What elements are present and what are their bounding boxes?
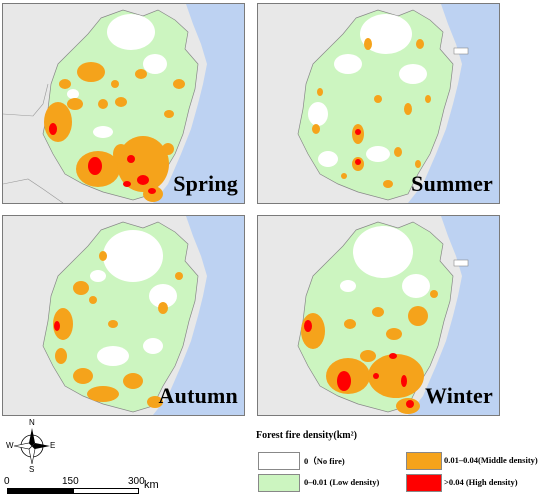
border-lines [3, 83, 64, 203]
sea [408, 216, 499, 415]
high-density-areas [304, 320, 414, 408]
no-fire-areas [67, 14, 167, 138]
legend-label-no-fire: 0（No fire) [304, 456, 345, 466]
map-panel-summer: Summer [257, 3, 500, 204]
map-panel-winter: Winter [257, 215, 500, 416]
map-autumn [3, 216, 244, 415]
legend-label-high: >0.04 (High density) [444, 477, 518, 487]
compass-north-label: N [29, 418, 35, 427]
map-winter [258, 216, 499, 415]
legend-label-middle: 0.01–0.04(Middle density) [444, 455, 538, 465]
compass-icon [13, 428, 50, 465]
high-density-areas [49, 123, 156, 194]
legend-swatch-middle [406, 452, 442, 470]
legend: Forest fire density(km²) 0（No fire) 0–0.… [256, 430, 550, 500]
province-outline [297, 9, 454, 201]
legend-swatch-high [406, 474, 442, 492]
map-panel-autumn: Autumn [2, 215, 245, 416]
scale-tick-0: 0 [4, 476, 10, 487]
season-label-spring: Spring [173, 171, 238, 196]
no-fire-areas [90, 230, 177, 366]
sea [408, 4, 499, 203]
sea [153, 216, 244, 415]
scale-segment-1 [7, 488, 73, 494]
scale-tick-150: 150 [62, 476, 79, 487]
compass-east-label: E [50, 441, 56, 450]
compass-west-label: W [6, 441, 14, 450]
north-arrow: N S E W [6, 418, 56, 474]
legend-item-middle: 0.01–0.04(Middle density) [406, 452, 550, 470]
legend-swatch-low [258, 474, 300, 492]
legend-label-low: 0–0.01 (Low density) [304, 477, 380, 487]
high-density-areas [54, 321, 60, 331]
scale-unit: km [144, 479, 159, 491]
island [453, 47, 469, 55]
season-label-autumn: Autumn [158, 383, 238, 408]
high-density-areas [355, 129, 361, 165]
legend-title: Forest fire density(km²) [256, 430, 357, 441]
sea [153, 4, 244, 203]
scale-bar: 0 150 300 km [4, 476, 174, 500]
no-fire-areas [308, 14, 427, 167]
no-fire-areas [340, 226, 430, 298]
map-summer [258, 4, 499, 203]
legend-item-low: 0–0.01 (Low density) [258, 474, 408, 492]
map-spring [3, 4, 244, 203]
season-label-winter: Winter [424, 383, 493, 408]
legend-swatch-no-fire [258, 452, 300, 470]
legend-item-high: >0.04 (High density) [406, 474, 550, 492]
island [453, 259, 469, 267]
map-panel-spring: Spring [2, 3, 245, 204]
scale-segment-2 [73, 488, 139, 494]
middle-density-areas [53, 251, 183, 408]
scale-tick-300: 300 [128, 476, 145, 487]
compass-south-label: S [29, 465, 35, 474]
middle-density-areas [312, 38, 431, 188]
season-label-summer: Summer [411, 171, 493, 196]
province-outline [42, 221, 199, 413]
legend-item-no-fire: 0（No fire) [258, 452, 408, 470]
